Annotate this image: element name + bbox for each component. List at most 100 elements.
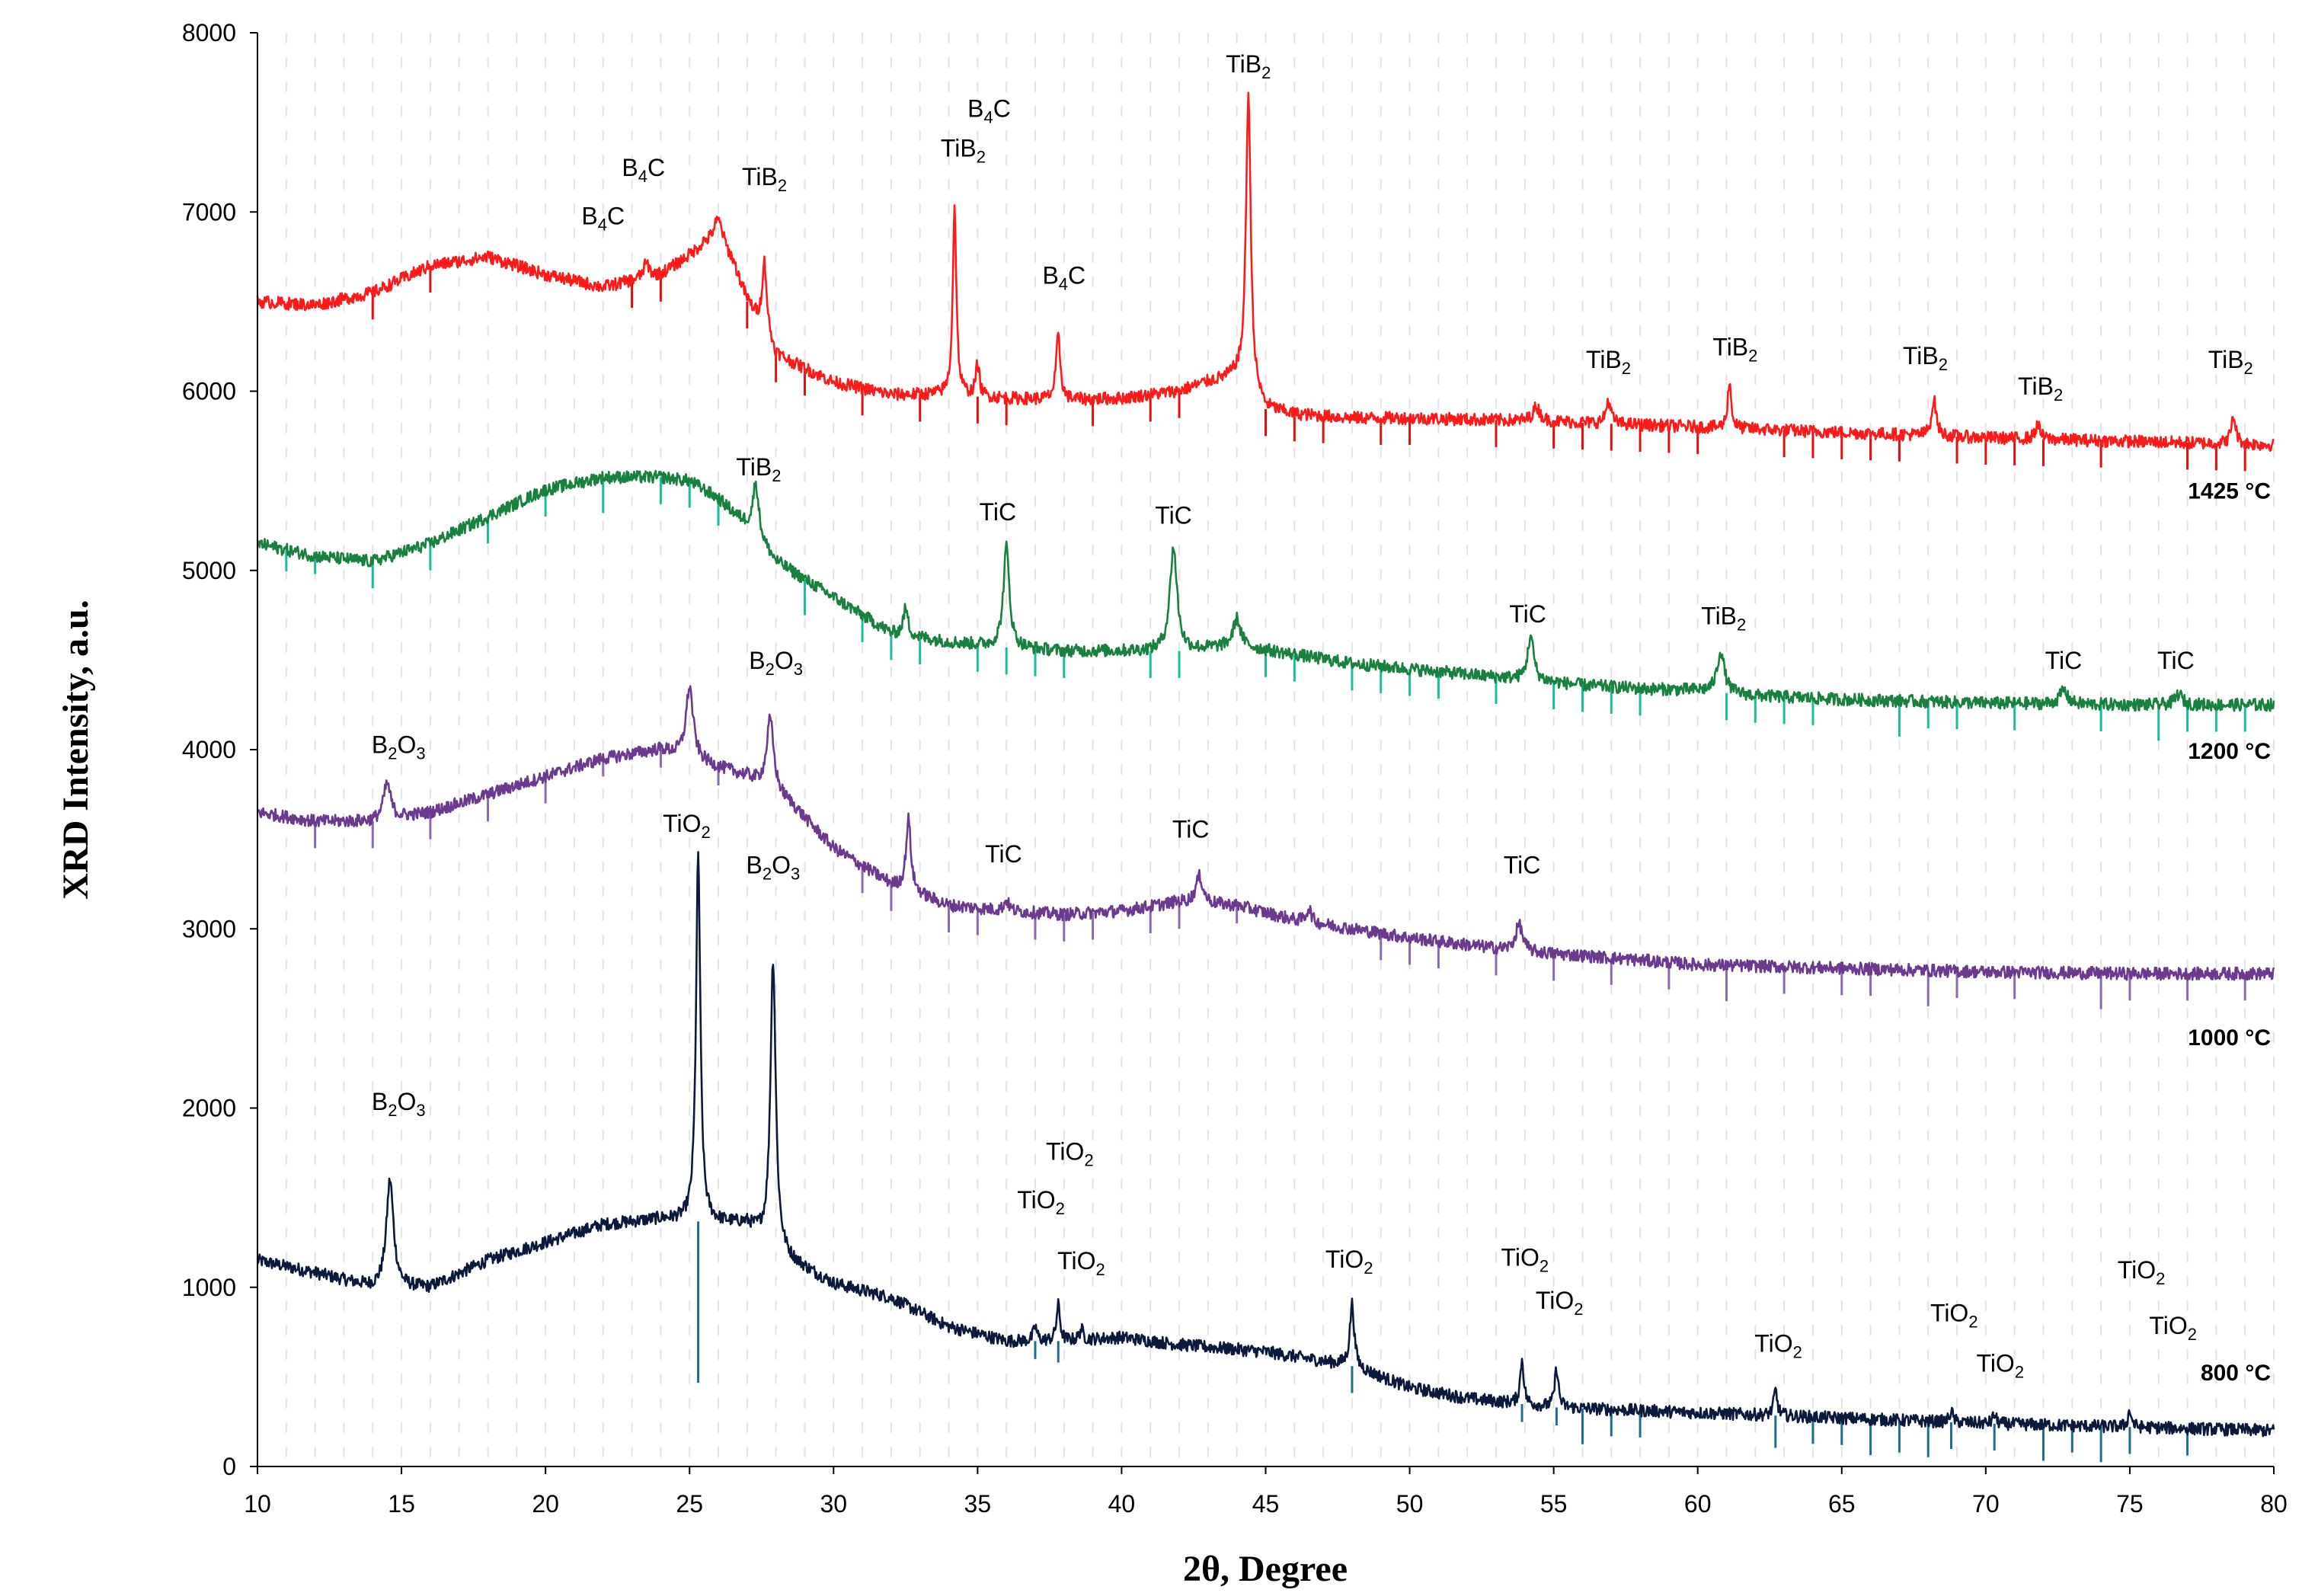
peak-label: TiO2	[1057, 1247, 1105, 1279]
peak-label: TiO2	[1501, 1244, 1549, 1276]
peak-label-text: TiO	[1536, 1287, 1574, 1314]
peak-label: TiO2	[1976, 1349, 2024, 1381]
y-axis-title: XRD Intensity, a.u.	[56, 600, 96, 899]
peak-label-text: TiB	[2208, 346, 2244, 373]
peak-label: TiC	[1509, 600, 1546, 628]
peak-label-text: TiO	[1046, 1138, 1084, 1166]
peak-label-subscript: 2	[1748, 346, 1757, 365]
peak-label-subscript: 2	[388, 1101, 397, 1120]
peak-label: TiO2	[1046, 1138, 1094, 1170]
peak-label-text: TiB	[2018, 373, 2054, 400]
x-tick-label: 25	[676, 1490, 703, 1518]
peak-label-subscript: 2	[977, 147, 986, 166]
peak-label-text: TiB	[1586, 346, 1622, 373]
peak-label: TiB2	[2208, 346, 2253, 378]
x-axis-title: 2θ, Degree	[1183, 1549, 1348, 1589]
peak-label: B2O3	[749, 647, 803, 679]
peak-label: B4C	[581, 203, 625, 235]
peak-label-text: TiC	[1172, 815, 1210, 843]
peak-label-subscript: 2	[1056, 1199, 1065, 1218]
peak-label-subscript: 3	[791, 864, 800, 883]
peak-label-subscript: 2	[1793, 1342, 1802, 1361]
peak-label-subscript: 2	[1737, 615, 1746, 634]
peak-label-subscript: 4	[638, 167, 647, 186]
peak-label-text: TiB	[1712, 333, 1748, 360]
peak-label-subscript: 2	[2156, 1269, 2165, 1288]
y-tick-label: 1000	[182, 1274, 236, 1301]
x-tick-label: 50	[1396, 1490, 1424, 1518]
x-tick-labels: 10 15 20 25 30 35 40 45 50 55 60 65 70 75 80	[244, 1466, 2288, 1518]
grid-lines	[285, 33, 2275, 1466]
peak-label: TiC	[1172, 815, 1210, 843]
x-tick-label: 40	[1108, 1490, 1136, 1518]
x-tick-label: 80	[2260, 1490, 2288, 1518]
y-tick-label: 2000	[182, 1095, 236, 1122]
x-tick-label: 20	[532, 1490, 559, 1518]
peak-label-text: TiB	[736, 453, 772, 481]
peak-label-text: TiO	[2149, 1312, 2187, 1339]
peak-label-subscript: 2	[2054, 385, 2063, 405]
peak-label-text: B	[372, 731, 388, 759]
peak-label-subscript: 2	[2188, 1325, 2197, 1344]
peak-label: TiB2	[736, 453, 781, 485]
peak-label: TiO2	[1325, 1246, 1373, 1278]
peak-label-subscript: 2	[2015, 1362, 2024, 1381]
peak-label-tail: C	[1068, 261, 1085, 289]
peak-label-tail: O	[398, 731, 417, 759]
peak-label: TiO2	[1930, 1299, 1978, 1331]
peak-label-text: TiC	[2045, 647, 2083, 674]
peak-label-text: TiO	[1017, 1186, 1055, 1214]
peak-label: TiC	[2045, 647, 2083, 674]
peak-label: TiB2	[1226, 50, 1271, 82]
peak-label-text: TiO	[2118, 1256, 2156, 1284]
y-tick-label: 8000	[182, 19, 236, 46]
peak-label-text: TiB	[1226, 50, 1261, 78]
peak-label: TiB2	[1586, 346, 1631, 378]
peak-label-subscript: 2	[763, 864, 772, 883]
peak-label-subscript: 2	[778, 176, 787, 195]
peak-label-tail: O	[772, 851, 791, 878]
peak-label-subscript: 4	[1059, 274, 1068, 293]
peak-label: TiC	[1155, 502, 1192, 529]
peak-label: TiB2	[1903, 342, 1948, 374]
peak-label: TiB2	[1701, 602, 1746, 634]
peak-label-text: TiO	[663, 810, 701, 837]
peak-label-text: B	[372, 1088, 388, 1115]
peak-label: B4C	[1042, 261, 1085, 293]
peak-label-text: TiO	[1976, 1349, 2014, 1377]
peak-label-subscript: 2	[1261, 63, 1271, 82]
x-tick-label: 75	[2116, 1490, 2144, 1518]
peak-label: B2O3	[372, 731, 426, 763]
peak-label: TiO2	[1017, 1186, 1065, 1218]
peak-label-text: TiO	[1325, 1246, 1364, 1273]
peak-label: TiC	[985, 840, 1022, 868]
peak-label-subscript: 2	[1968, 1312, 1977, 1331]
y-tick-label: 0	[222, 1453, 236, 1480]
peak-label: TiC	[2157, 647, 2195, 674]
peak-label: B4C	[622, 154, 665, 186]
peak-label-subscript: 3	[416, 1101, 425, 1120]
peak-label-text: TiO	[1501, 1244, 1539, 1271]
peak-label: TiO2	[1536, 1287, 1584, 1319]
y-tick-labels: 0 1000 2000 3000 4000 5000 6000 7000 8000	[182, 19, 257, 1480]
x-tick-label: 65	[1828, 1490, 1856, 1518]
x-tick-label: 15	[388, 1490, 415, 1518]
x-tick-label: 55	[1540, 1490, 1568, 1518]
y-tick-label: 3000	[182, 915, 236, 942]
series-label: 800 °C	[2201, 1361, 2271, 1386]
peak-label-text: TiC	[1509, 600, 1546, 628]
peak-label-text: TiB	[1701, 602, 1737, 629]
peak-label-subscript: 2	[1574, 1300, 1583, 1319]
peak-label-tail: C	[607, 203, 625, 230]
peak-label-subscript: 4	[598, 216, 607, 235]
peak-label-text: TiO	[1754, 1329, 1792, 1357]
peak-label-subscript: 2	[1539, 1257, 1549, 1276]
peak-label-text: TiC	[1504, 851, 1541, 878]
peak-label-tail: O	[398, 1088, 417, 1115]
peak-label-text: TiB	[941, 134, 977, 162]
series-line	[256, 685, 2275, 981]
y-tick-label: 7000	[182, 198, 236, 225]
peak-label: TiO2	[1754, 1329, 1802, 1361]
